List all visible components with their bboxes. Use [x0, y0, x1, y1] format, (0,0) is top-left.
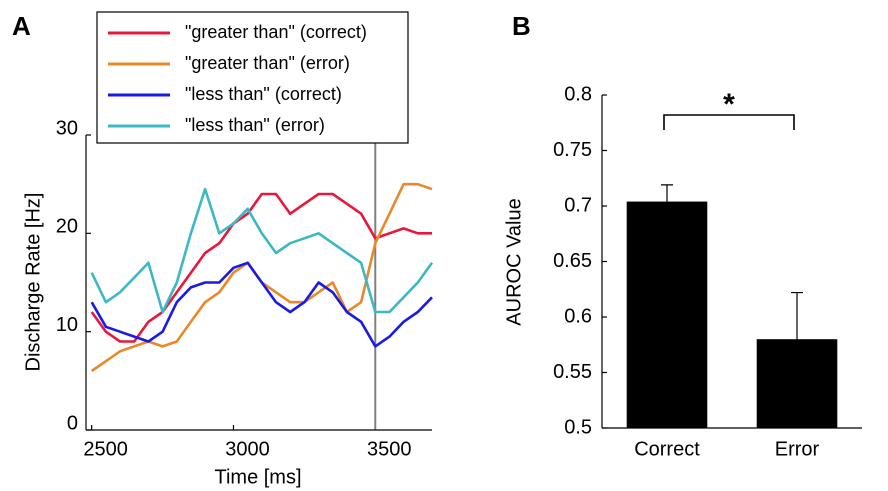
- legend-label: "greater than" (correct): [185, 22, 367, 42]
- data-line: [90, 187, 434, 314]
- y-tick-label: 0.8: [564, 83, 592, 105]
- y-tick-label: 30: [56, 117, 78, 139]
- y-tick-label: 0.75: [553, 139, 592, 161]
- legend-label: "less than" (correct): [185, 84, 342, 104]
- error-bar: [661, 184, 673, 202]
- significance-marker: *: [723, 88, 735, 121]
- significance-bracket: [663, 114, 795, 130]
- y-tick-label: 10: [56, 314, 78, 336]
- y-axis-label: Discharge Rate [Hz]: [22, 193, 44, 372]
- y-tick-label: 0.6: [564, 305, 592, 327]
- y-tick-label: 0: [67, 412, 78, 434]
- panel-label: B: [512, 11, 531, 41]
- x-tick-label: Correct: [634, 438, 700, 460]
- x-tick-label: 2500: [83, 438, 128, 460]
- bar: [626, 201, 708, 428]
- x-tick-label: 3500: [367, 438, 412, 460]
- legend-label: "less than" (error): [185, 115, 325, 135]
- y-tick-label: 0.55: [553, 361, 592, 383]
- x-tick-label: 3000: [225, 438, 270, 460]
- panel-label: A: [12, 11, 31, 41]
- data-line: [90, 261, 433, 348]
- x-tick-label: Error: [775, 438, 820, 460]
- bar: [756, 339, 838, 428]
- data-line: [90, 192, 432, 343]
- y-tick-label: 0.65: [553, 250, 592, 272]
- error-bar: [791, 291, 803, 340]
- y-tick-label: 0.7: [564, 194, 592, 216]
- y-tick-label: 0.5: [564, 416, 592, 438]
- x-axis-label: Time [ms]: [214, 466, 301, 488]
- y-tick-label: 20: [56, 216, 78, 238]
- legend-label: "greater than" (error): [185, 53, 350, 73]
- y-axis-label: AUROC Value: [503, 198, 525, 325]
